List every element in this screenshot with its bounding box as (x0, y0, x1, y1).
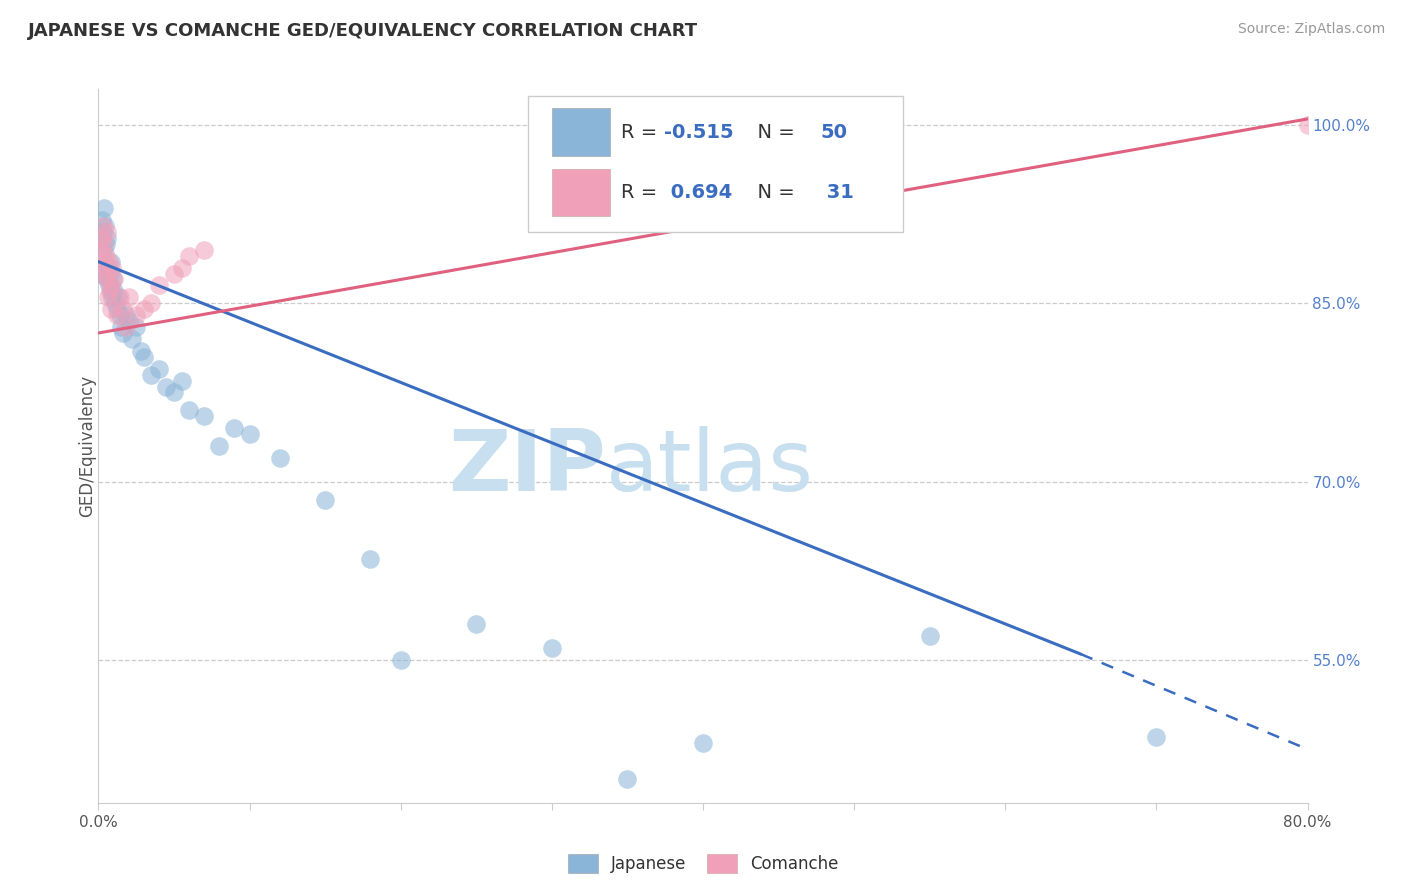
Point (101, 290, 124, 304)
Point (541, 641, 564, 656)
Point (141, 368, 163, 382)
Point (100, 285, 122, 299)
Point (118, 314, 141, 328)
Text: 31: 31 (820, 183, 855, 202)
Point (97, 260, 120, 275)
Point (98, 285, 121, 299)
Point (104, 296, 127, 310)
Text: N =: N = (745, 183, 801, 202)
Point (179, 249, 201, 263)
Point (360, 552, 382, 566)
Point (1146, 731, 1168, 745)
FancyBboxPatch shape (553, 109, 610, 155)
Point (193, 409, 215, 424)
Point (93, 243, 115, 257)
Point (105, 302, 128, 317)
Text: 0.694: 0.694 (664, 183, 733, 202)
Text: ZIP: ZIP (449, 425, 606, 509)
Point (97, 290, 120, 304)
Text: 50: 50 (820, 122, 848, 142)
Point (465, 617, 488, 632)
Point (107, 290, 129, 304)
Point (155, 379, 177, 393)
Point (170, 374, 193, 388)
Point (90, 267, 112, 281)
Point (94, 267, 117, 281)
Point (100, 278, 122, 293)
Point (163, 385, 186, 400)
Point (91, 225, 114, 239)
Point (93, 254, 115, 268)
Point (91, 219, 114, 233)
Point (111, 302, 134, 317)
Point (314, 492, 336, 507)
Text: Source: ZipAtlas.com: Source: ZipAtlas.com (1237, 22, 1385, 37)
Point (96, 272, 118, 286)
Point (163, 267, 186, 281)
Point (114, 320, 136, 334)
Point (90, 260, 112, 275)
Point (118, 290, 141, 304)
Point (101, 260, 124, 275)
FancyBboxPatch shape (527, 96, 903, 232)
Point (170, 260, 193, 275)
Text: R =: R = (621, 183, 664, 202)
Point (91, 231, 114, 245)
Point (239, 427, 262, 442)
Text: JAPANESE VS COMANCHE GED/EQUIVALENCY CORRELATION CHART: JAPANESE VS COMANCHE GED/EQUIVALENCY COR… (28, 22, 699, 40)
Point (148, 361, 170, 376)
Point (692, 736, 714, 750)
Point (94, 236, 117, 251)
Point (96, 272, 118, 286)
Point (114, 308, 136, 322)
Point (129, 343, 152, 358)
Point (98, 267, 121, 281)
Point (224, 421, 246, 435)
Point (90, 260, 112, 275)
Point (105, 308, 128, 322)
Point (125, 308, 148, 322)
Point (121, 332, 143, 346)
Point (208, 439, 231, 453)
Point (148, 278, 170, 293)
Point (389, 653, 412, 667)
Point (96, 225, 118, 239)
Point (125, 320, 148, 334)
Point (269, 450, 291, 465)
Point (918, 629, 941, 643)
Point (98, 278, 121, 293)
Point (179, 403, 201, 417)
Legend: Japanese, Comanche: Japanese, Comanche (561, 847, 845, 880)
FancyBboxPatch shape (553, 169, 610, 216)
Point (98, 254, 121, 268)
Text: atlas: atlas (606, 425, 814, 509)
Point (103, 272, 125, 286)
Text: N =: N = (745, 122, 801, 142)
Point (141, 296, 163, 310)
Point (91, 213, 114, 227)
Point (132, 302, 155, 317)
Point (103, 285, 125, 299)
Point (93, 236, 115, 251)
Point (193, 243, 215, 257)
Point (100, 302, 122, 317)
Point (90, 243, 112, 257)
Point (94, 249, 117, 263)
Point (110, 320, 132, 334)
Point (100, 254, 122, 268)
Point (101, 272, 124, 286)
Y-axis label: GED/Equivalency: GED/Equivalency (79, 375, 96, 517)
Point (132, 350, 155, 364)
Text: R =: R = (621, 122, 664, 142)
Point (108, 308, 131, 322)
Point (94, 219, 117, 233)
Text: -0.515: -0.515 (664, 122, 734, 142)
Point (96, 231, 118, 245)
Point (111, 326, 134, 340)
Point (93, 201, 115, 215)
Point (108, 290, 131, 304)
Point (616, 772, 638, 786)
Point (1296, 118, 1319, 132)
